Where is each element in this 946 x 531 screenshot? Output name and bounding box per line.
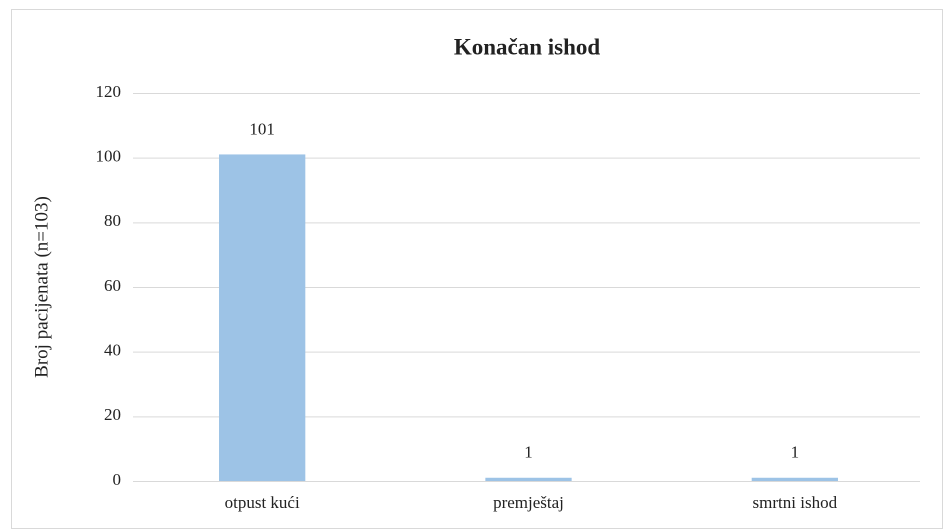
data-label: 1 <box>524 443 533 462</box>
y-tick-label: 120 <box>96 82 122 101</box>
chart-title: Konačan ishod <box>454 34 601 59</box>
y-tick-label: 0 <box>113 470 122 489</box>
bar <box>485 477 572 481</box>
y-tick-label: 80 <box>104 211 121 230</box>
x-tick-label: premještaj <box>493 493 564 512</box>
y-tick-label: 60 <box>104 276 121 295</box>
y-tick-label: 20 <box>104 405 121 424</box>
y-tick-label: 100 <box>96 147 122 166</box>
y-tick-label: 40 <box>104 341 121 360</box>
data-label: 101 <box>249 119 275 138</box>
x-tick-label: smrtni ishod <box>753 493 838 512</box>
chart-border <box>11 9 943 529</box>
data-label: 1 <box>791 443 800 462</box>
y-axis-label: Broj pacijenata (n=103) <box>31 196 52 378</box>
x-tick-label: otpust kući <box>225 493 300 512</box>
bar <box>751 477 838 481</box>
bar <box>219 154 306 481</box>
